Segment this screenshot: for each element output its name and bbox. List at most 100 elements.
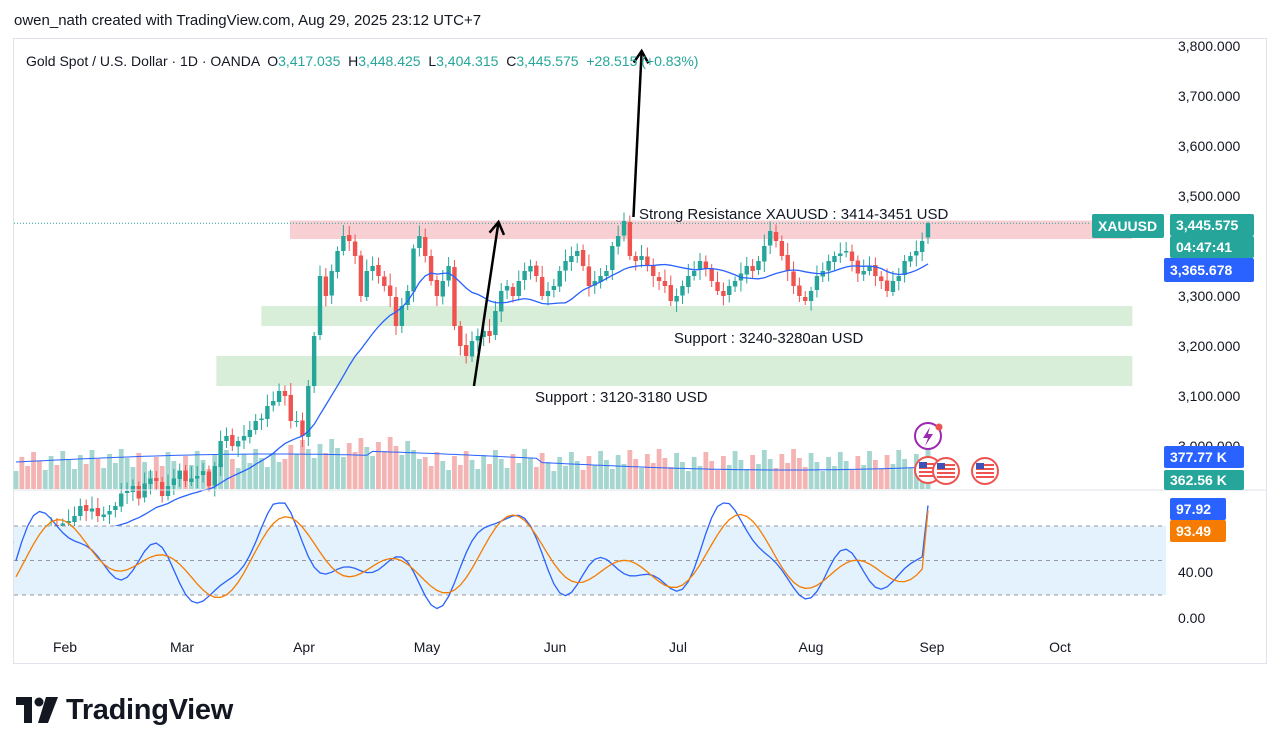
candle[interactable] [575, 243, 580, 264]
us-flag-icon[interactable] [932, 457, 960, 485]
candle[interactable] [627, 215, 633, 261]
candle[interactable] [814, 265, 820, 298]
candle[interactable] [370, 256, 375, 281]
candle[interactable] [253, 414, 258, 435]
candle[interactable] [610, 242, 615, 280]
support-zone-2[interactable] [216, 356, 1133, 386]
tradingview-logo[interactable]: TradingView [16, 690, 233, 730]
candle[interactable] [633, 251, 638, 271]
candle[interactable] [247, 421, 253, 444]
candle[interactable] [458, 321, 463, 356]
candle[interactable] [329, 264, 334, 305]
candle[interactable] [528, 259, 533, 280]
candle[interactable] [230, 428, 235, 452]
candle[interactable] [206, 465, 212, 492]
candle[interactable] [732, 276, 738, 293]
candle[interactable] [323, 268, 329, 307]
candle[interactable] [446, 257, 451, 287]
candle[interactable] [475, 328, 481, 352]
candle[interactable] [879, 271, 884, 289]
candle[interactable] [171, 469, 177, 495]
candle[interactable] [902, 255, 907, 283]
candle[interactable] [376, 257, 381, 284]
candle[interactable] [756, 256, 761, 275]
candle[interactable] [563, 249, 568, 282]
candle[interactable] [399, 298, 405, 333]
countdown-tag[interactable]: 04:47:41 [1170, 236, 1254, 258]
candle[interactable] [545, 282, 551, 306]
candle[interactable] [487, 319, 492, 343]
support-annotation-1[interactable]: Support : 3240-3280an USD [674, 330, 863, 347]
candle[interactable] [832, 251, 837, 272]
candle[interactable] [592, 271, 597, 294]
economic-event-icons[interactable] [914, 456, 999, 485]
candle[interactable] [504, 280, 510, 299]
candle[interactable] [569, 246, 574, 272]
candle[interactable] [510, 283, 516, 303]
candle[interactable] [855, 255, 861, 283]
candle[interactable] [311, 332, 317, 393]
candle[interactable] [580, 244, 586, 272]
candle[interactable] [715, 271, 720, 296]
candle[interactable] [925, 221, 931, 244]
candle[interactable] [826, 254, 831, 282]
oscillator-tag-2[interactable]: 93.49 [1170, 520, 1226, 542]
trend-arrow-0[interactable] [472, 219, 506, 387]
candle[interactable] [762, 234, 767, 273]
candle[interactable] [785, 243, 790, 281]
candle[interactable] [288, 383, 293, 429]
candle[interactable] [843, 242, 849, 258]
resistance-annotation[interactable]: Strong Resistance XAUUSD : 3414-3451 USD [639, 206, 948, 223]
candle[interactable] [884, 268, 890, 298]
candle[interactable] [803, 291, 808, 305]
candle[interactable] [136, 481, 141, 506]
candle[interactable] [674, 288, 679, 313]
candle[interactable] [469, 331, 475, 363]
candle[interactable] [317, 265, 323, 341]
candle[interactable] [890, 271, 896, 296]
candle[interactable] [358, 250, 364, 303]
candle[interactable] [516, 270, 521, 301]
candle[interactable] [651, 258, 656, 288]
candle[interactable] [218, 430, 223, 477]
candle[interactable] [200, 463, 206, 483]
candle[interactable] [183, 465, 188, 487]
candle[interactable] [767, 221, 773, 255]
oscillator-k-line[interactable] [15, 502, 929, 610]
candle[interactable] [300, 412, 305, 448]
candle[interactable] [522, 262, 527, 291]
candle[interactable] [107, 505, 112, 524]
candle[interactable] [779, 235, 785, 261]
candle[interactable] [697, 253, 703, 280]
candle[interactable] [709, 264, 714, 287]
candle[interactable] [440, 270, 445, 305]
price-tag[interactable]: 3,445.575 [1170, 214, 1254, 236]
candle[interactable] [861, 259, 866, 282]
candle[interactable] [680, 280, 685, 305]
candle[interactable] [89, 496, 95, 520]
candle[interactable] [797, 277, 802, 303]
candle[interactable] [873, 257, 878, 287]
candle[interactable] [791, 261, 796, 295]
candle[interactable] [668, 275, 673, 307]
candle[interactable] [83, 499, 89, 522]
lightning-event-icon[interactable] [914, 422, 943, 450]
candle[interactable] [387, 273, 393, 308]
candle[interactable] [908, 252, 913, 267]
candle[interactable] [656, 272, 662, 290]
candle[interactable] [727, 279, 732, 303]
candle[interactable] [189, 466, 194, 487]
candle[interactable] [534, 261, 539, 282]
candle[interactable] [212, 462, 217, 497]
candle[interactable] [95, 498, 101, 522]
candle[interactable] [645, 247, 650, 272]
candle[interactable] [493, 301, 498, 340]
candle[interactable] [165, 474, 171, 501]
candle[interactable] [101, 506, 106, 522]
candle[interactable] [241, 425, 247, 449]
candle[interactable] [113, 502, 118, 518]
symbol-tag[interactable]: XAUUSD [1092, 214, 1164, 238]
candle[interactable] [271, 391, 276, 412]
candle[interactable] [639, 245, 644, 268]
